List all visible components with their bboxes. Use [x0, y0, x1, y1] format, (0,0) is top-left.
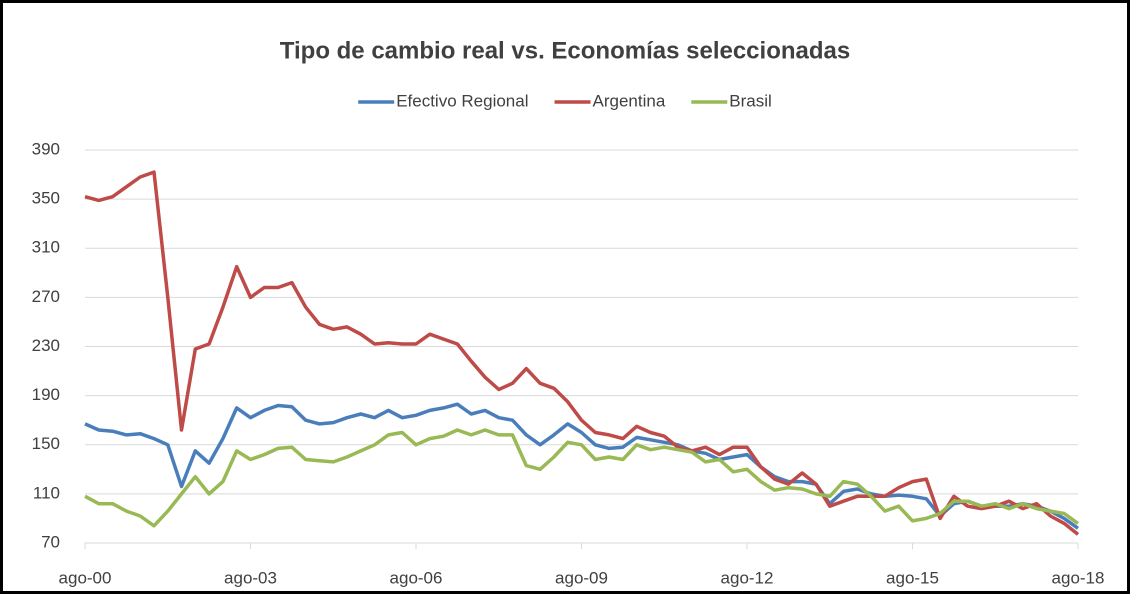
series-line: [84, 402, 1080, 530]
y-tick-label: 190: [32, 385, 60, 404]
y-tick-label: 310: [32, 238, 60, 257]
x-tick-label: ago-09: [555, 568, 608, 587]
legend-label: Argentina: [593, 91, 666, 110]
x-tick-label: ago-15: [886, 568, 939, 587]
x-tick-label: ago-03: [224, 568, 277, 587]
y-tick-label: 150: [32, 434, 60, 453]
series-line: [84, 428, 1080, 528]
y-tick-label: 390: [32, 139, 60, 158]
y-tick-label: 230: [32, 336, 60, 355]
x-tick-label: ago-18: [1052, 568, 1105, 587]
x-tick-label: ago-00: [59, 568, 112, 587]
y-tick-label: 350: [32, 189, 60, 208]
legend-label: Efectivo Regional: [396, 91, 528, 110]
y-tick-label: 270: [32, 287, 60, 306]
legend-label: Brasil: [729, 91, 772, 110]
y-tick-label: 70: [41, 532, 60, 551]
y-tick-label: 110: [33, 483, 60, 502]
x-tick-label: ago-12: [721, 568, 774, 587]
series-line: [84, 170, 1080, 536]
chart-title: Tipo de cambio real vs. Economías selecc…: [280, 37, 850, 64]
x-tick-label: ago-06: [390, 568, 443, 587]
